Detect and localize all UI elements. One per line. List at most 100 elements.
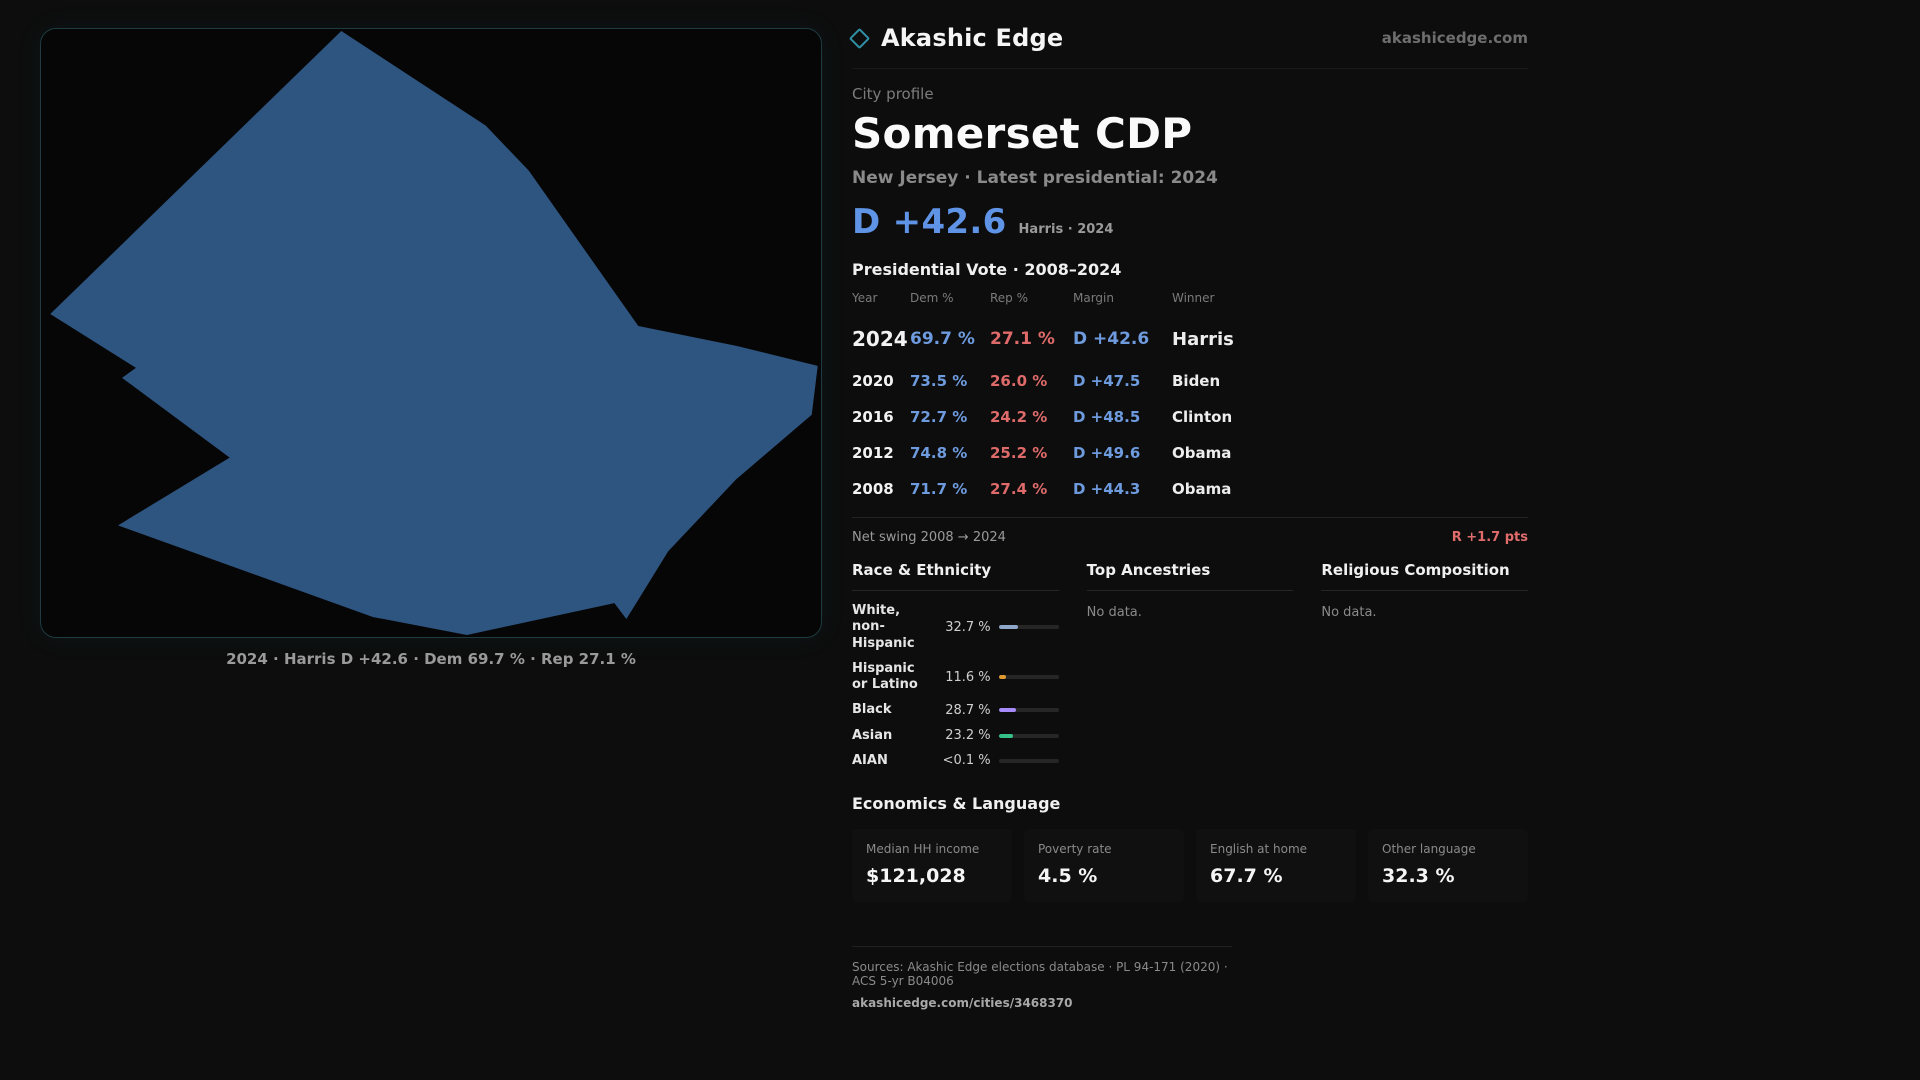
race-row: Asian 23.2 % (852, 728, 1059, 744)
table-row: 2008 71.7 % 27.4 % D +44.3 Obama (852, 471, 1528, 507)
stat-box: English at home 67.7 % (1196, 829, 1356, 902)
race-value: 11.6 % (945, 669, 991, 685)
cell-rep: 26.0 % (990, 372, 1048, 390)
race-value: 28.7 % (945, 702, 991, 718)
page-title: Somerset CDP (852, 109, 1193, 158)
stat-value: 4.5 % (1038, 865, 1098, 887)
race-label: White, non-Hispanic (852, 603, 915, 651)
header: Akashic Edge akashicedge.com (848, 24, 1528, 69)
cell-year: 2008 (852, 480, 894, 498)
race-ethnicity-column: Race & Ethnicity White, non-Hispanic 32.… (852, 561, 1059, 778)
race-label: AIAN (852, 752, 888, 768)
cell-dem: 74.8 % (910, 444, 968, 462)
religion-heading: Religious Composition (1321, 561, 1529, 591)
race-value: 23.2 % (945, 728, 991, 744)
race-bar-fill (998, 708, 1016, 713)
race-row: White, non-Hispanic 32.7 % (852, 603, 1059, 652)
city-map-panel (40, 28, 822, 638)
col-winner: Winner (1172, 291, 1215, 305)
net-swing-label: Net swing 2008 → 2024 (852, 530, 1006, 545)
race-value: 32.7 % (945, 619, 991, 635)
margin-value: D +42.6 (852, 202, 1007, 242)
brand-diamond-icon (848, 27, 871, 49)
cell-winner: Clinton (1172, 408, 1233, 426)
stat-label: Median HH income (866, 842, 980, 856)
map-caption: 2024 · Harris D +42.6 · Dem 69.7 % · Rep… (226, 650, 636, 668)
brand-domain-link[interactable]: akashicedge.com (1381, 29, 1528, 47)
stat-value: 67.7 % (1210, 865, 1283, 887)
table-row: 2012 74.8 % 25.2 % D +49.6 Obama (852, 435, 1528, 471)
profile-column: Akashic Edge akashicedge.com City profil… (848, 24, 1529, 1011)
cell-winner: Biden (1172, 372, 1221, 390)
race-bar (998, 733, 1059, 738)
economics-stats: Median HH income $121,028 Poverty rate 4… (852, 829, 1528, 902)
race-heading: Race & Ethnicity (852, 561, 1059, 591)
kicker-label: City profile (852, 85, 934, 103)
stat-box: Median HH income $121,028 (852, 829, 1012, 902)
footer: Sources: Akashic Edge elections database… (852, 946, 1232, 1011)
religion-empty: No data. (1321, 605, 1377, 620)
cell-winner: Harris (1172, 328, 1234, 350)
race-label: Asian (852, 727, 893, 743)
city-boundary-shape (50, 30, 818, 636)
vote-table-heading: Presidential Vote · 2008–2024 (852, 260, 1122, 279)
race-bar (998, 625, 1059, 630)
cell-margin: D +49.6 (1073, 444, 1141, 462)
col-year: Year (852, 291, 878, 305)
cell-year: 2016 (852, 408, 894, 426)
cell-winner: Obama (1172, 444, 1232, 462)
vote-table-header: Year Dem % Rep % Margin Winner (852, 291, 1528, 315)
cell-dem: 72.7 % (910, 408, 968, 426)
brand: Akashic Edge (848, 24, 1064, 52)
margin-note: Harris · 2024 (1018, 222, 1114, 237)
race-value: <0.1 % (942, 753, 991, 769)
ancestries-column: Top Ancestries No data. (1086, 561, 1294, 778)
cell-year: 2012 (852, 444, 894, 462)
net-swing-row: Net swing 2008 → 2024 R +1.7 pts (852, 517, 1528, 545)
permalink[interactable]: akashicedge.com/cities/3468370 (852, 996, 1073, 1010)
cell-rep: 25.2 % (990, 444, 1048, 462)
economics-heading: Economics & Language (852, 794, 1061, 813)
cell-margin: D +48.5 (1073, 408, 1141, 426)
stat-value: 32.3 % (1382, 865, 1455, 887)
vote-table: Year Dem % Rep % Margin Winner 2024 69.7… (852, 291, 1528, 507)
table-row: 2016 72.7 % 24.2 % D +48.5 Clinton (852, 399, 1528, 435)
stat-value: $121,028 (866, 865, 966, 887)
race-bar-fill (998, 675, 1006, 679)
col-margin: Margin (1073, 291, 1114, 305)
col-dem: Dem % (910, 291, 954, 305)
city-boundary-map (50, 30, 818, 636)
subtitle: New Jersey · Latest presidential: 2024 (852, 168, 1218, 188)
race-label: Black (852, 702, 892, 718)
race-row: Hispanic or Latino 11.6 % (852, 661, 1059, 694)
cell-year: 2024 (852, 327, 908, 351)
cell-year: 2020 (852, 372, 894, 390)
ancestries-heading: Top Ancestries (1086, 561, 1294, 591)
table-row: 2024 69.7 % 27.1 % D +42.6 Harris (852, 315, 1528, 363)
race-bar-fill (998, 625, 1019, 630)
cell-margin: D +44.3 (1073, 480, 1141, 498)
cell-rep: 27.1 % (990, 329, 1055, 349)
stat-label: Other language (1382, 842, 1476, 856)
demographics-section: Race & Ethnicity White, non-Hispanic 32.… (852, 561, 1529, 778)
col-rep: Rep % (990, 291, 1029, 305)
stat-box: Poverty rate 4.5 % (1024, 829, 1184, 902)
race-row: AIAN <0.1 % (852, 753, 1059, 769)
brand-name: Akashic Edge (881, 24, 1064, 52)
race-bar (998, 758, 1059, 763)
race-rows: White, non-Hispanic 32.7 % Hispanic or L… (852, 603, 1059, 769)
race-bar (998, 708, 1059, 713)
race-bar-fill (998, 733, 1013, 738)
sources-text: Sources: Akashic Edge elections database… (852, 960, 1228, 988)
cell-rep: 24.2 % (990, 408, 1048, 426)
cell-winner: Obama (1172, 480, 1232, 498)
stat-label: Poverty rate (1038, 842, 1112, 856)
race-bar (998, 675, 1059, 679)
cell-dem: 69.7 % (910, 329, 975, 349)
ancestries-empty: No data. (1086, 605, 1142, 620)
cell-dem: 71.7 % (910, 480, 968, 498)
religion-column: Religious Composition No data. (1321, 561, 1529, 778)
cell-rep: 27.4 % (990, 480, 1048, 498)
stat-label: English at home (1210, 842, 1308, 856)
